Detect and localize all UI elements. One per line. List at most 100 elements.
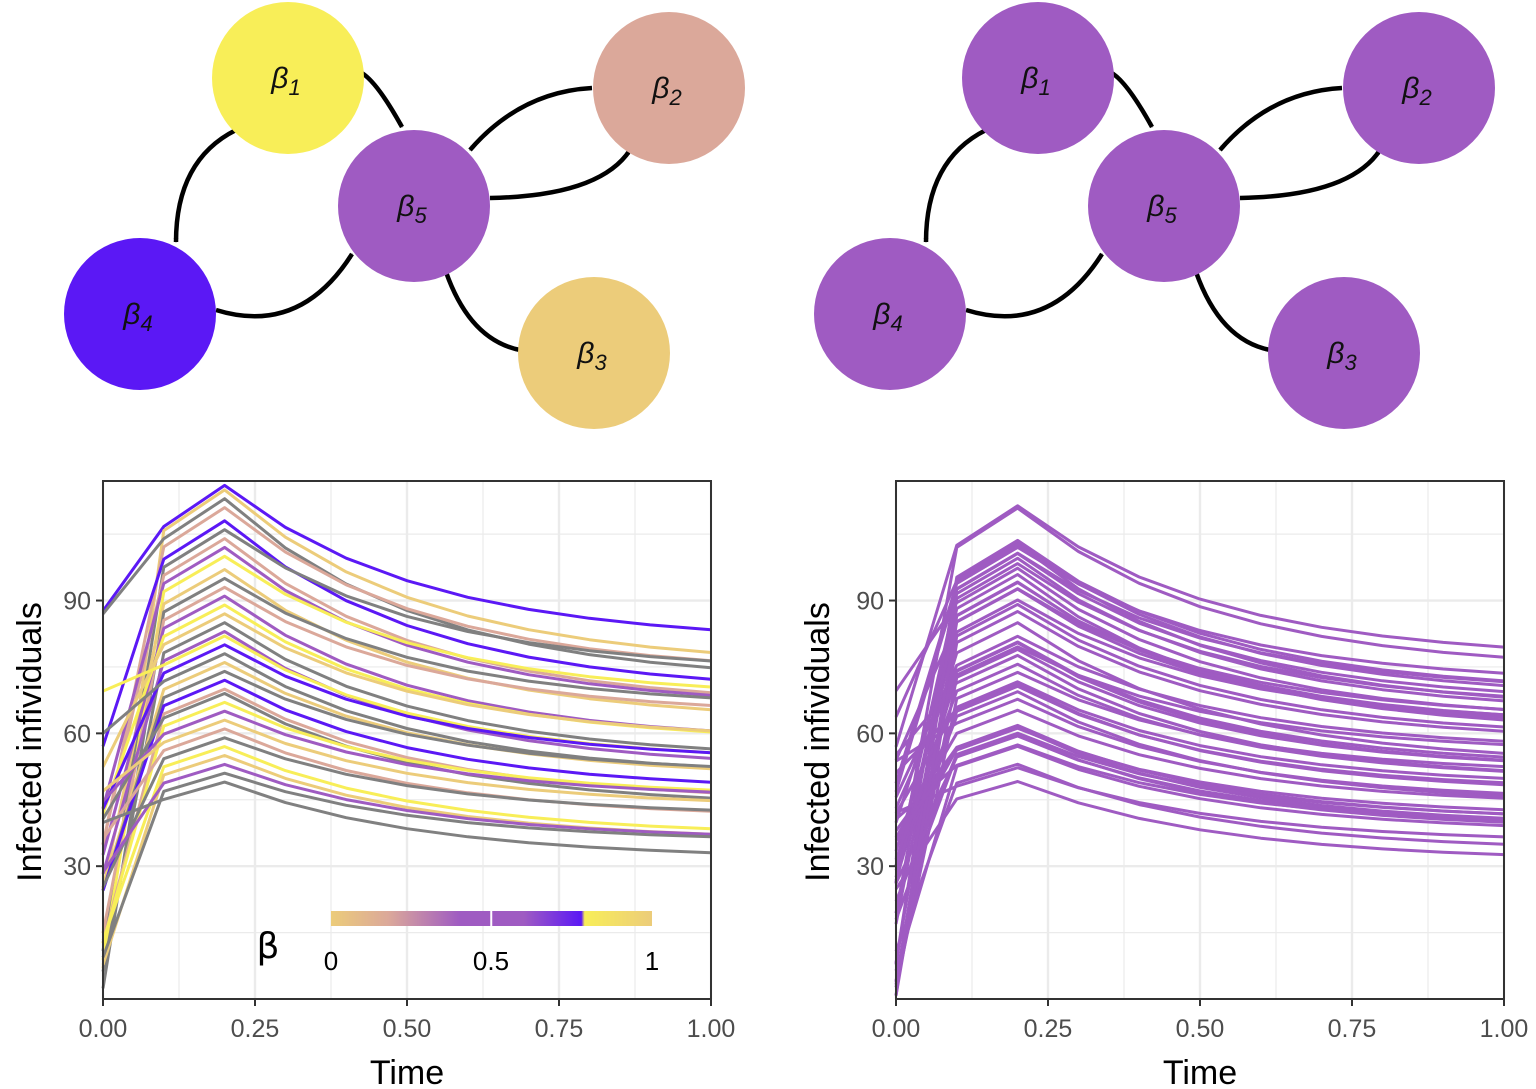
series-line-14 <box>101 612 712 768</box>
series-line-34 <box>102 780 712 855</box>
series-line-26 <box>101 709 712 803</box>
edge-b1-b4 <box>923 127 988 243</box>
edge-b5-b3 <box>1193 271 1271 353</box>
edge-b4-b5 <box>965 252 1104 319</box>
series-line-33 <box>894 556 1505 867</box>
y-tick-label: 90 <box>63 588 91 616</box>
series-line-2 <box>101 497 712 670</box>
series-line-18 <box>894 602 1505 985</box>
y-tick-label: 60 <box>63 720 91 748</box>
edge-b2-b5 <box>468 85 593 152</box>
color-legend: β 0 0.5 1 <box>257 911 659 976</box>
series-line-39 <box>894 744 1505 972</box>
edge-b5-b2 <box>489 148 632 201</box>
series-line-5 <box>101 528 712 952</box>
series-line-33 <box>101 771 712 958</box>
series-line-8 <box>101 554 712 961</box>
x-tick-label: 0.25 <box>1024 1015 1073 1043</box>
node-b2 <box>1343 12 1495 164</box>
series-line-22 <box>101 678 712 891</box>
series-line-21 <box>894 551 1505 793</box>
series-line-1 <box>101 488 712 969</box>
series-line-7 <box>101 545 712 809</box>
x-axis-title: Time <box>1163 1054 1237 1089</box>
x-tick-label: 0.50 <box>1176 1015 1225 1043</box>
series-line-44 <box>894 726 1505 842</box>
series-line-32 <box>101 762 712 874</box>
node-label-b3: β3 <box>1326 337 1357 375</box>
series-line-29 <box>894 610 1505 996</box>
series-line-25 <box>894 641 1505 809</box>
series-line-34 <box>895 697 1505 795</box>
series-line-38 <box>894 542 1505 718</box>
x-tick-label: 0.50 <box>383 1015 432 1043</box>
node-label-b4: β4 <box>872 298 902 336</box>
node-label-b5: β5 <box>396 190 427 228</box>
series-line-13 <box>894 504 1505 748</box>
series-line-0 <box>101 483 712 632</box>
series-line-25 <box>101 700 712 944</box>
edge-b1-b4 <box>173 127 238 243</box>
series-line-36 <box>894 684 1505 866</box>
node-label-b1: β1 <box>1020 62 1050 100</box>
x-tick-label: 0.25 <box>231 1015 280 1043</box>
legend-tick-label: 1 <box>645 946 659 976</box>
node-b2 <box>593 12 745 164</box>
series-line-30 <box>101 745 712 941</box>
node-label-b4: β4 <box>122 298 152 336</box>
network-graph-left: β1 β2 β3 β4 β5 <box>64 2 745 429</box>
series-line-10 <box>101 576 712 989</box>
y-tick-label: 90 <box>856 588 884 616</box>
line-chart-right: 0.00 0.25 0.50 0.75 1.00 30 60 90 Time Infected i… <box>799 480 1529 1089</box>
y-axis-title: Infected infividuals <box>11 602 49 882</box>
series-line-9 <box>101 568 712 890</box>
node-b3 <box>518 277 670 429</box>
series-line-41 <box>894 780 1505 890</box>
edge-b5-b3 <box>443 271 521 353</box>
series-line-32 <box>894 680 1505 815</box>
series-line-4 <box>101 519 712 747</box>
x-tick-label: 0.00 <box>79 1015 128 1043</box>
node-label-b2: β2 <box>1401 72 1431 110</box>
series-line-6 <box>101 537 712 845</box>
grid <box>101 481 713 999</box>
x-tick-label: 0.00 <box>872 1015 921 1043</box>
x-tick-label: 0.75 <box>535 1015 584 1043</box>
edge-b4-b5 <box>215 252 354 319</box>
x-tick-label: 0.75 <box>1328 1015 1377 1043</box>
series-line-24 <box>101 692 712 820</box>
x-axis-title: Time <box>370 1054 444 1089</box>
series-line-29 <box>101 736 712 888</box>
legend-tick-label: 0.5 <box>473 946 509 976</box>
node-b3 <box>1268 277 1420 429</box>
series-line-42 <box>894 662 1505 861</box>
series-line-15 <box>101 621 712 972</box>
y-tick-label: 60 <box>856 720 884 748</box>
series-line-37 <box>894 580 1505 884</box>
node-label-b1: β1 <box>270 62 300 100</box>
legend-title: β <box>257 926 280 967</box>
series-lines <box>894 504 1505 996</box>
node-b4 <box>814 238 966 390</box>
x-tick-label: 1.00 <box>1480 1015 1529 1043</box>
series-line-7 <box>894 621 1505 852</box>
series-line-40 <box>895 766 1505 839</box>
series-line-27 <box>102 718 712 803</box>
node-b5 <box>338 130 490 282</box>
node-b1 <box>212 2 364 154</box>
node-b4 <box>64 238 216 390</box>
edge-b5-b2 <box>1239 148 1382 201</box>
node-b5 <box>1088 130 1240 282</box>
series-line-26 <box>894 545 1505 784</box>
series-line-19 <box>894 708 1505 839</box>
series-line-43 <box>894 587 1505 983</box>
series-line-18 <box>101 643 712 810</box>
edge-b2-b5 <box>1218 85 1343 152</box>
network-graph-right: β1 β2 β3 β4 β5 <box>814 2 1495 429</box>
series-line-30 <box>894 731 1505 902</box>
node-b1 <box>962 2 1114 154</box>
series-line-9 <box>894 645 1505 878</box>
series-line-24 <box>894 506 1505 883</box>
